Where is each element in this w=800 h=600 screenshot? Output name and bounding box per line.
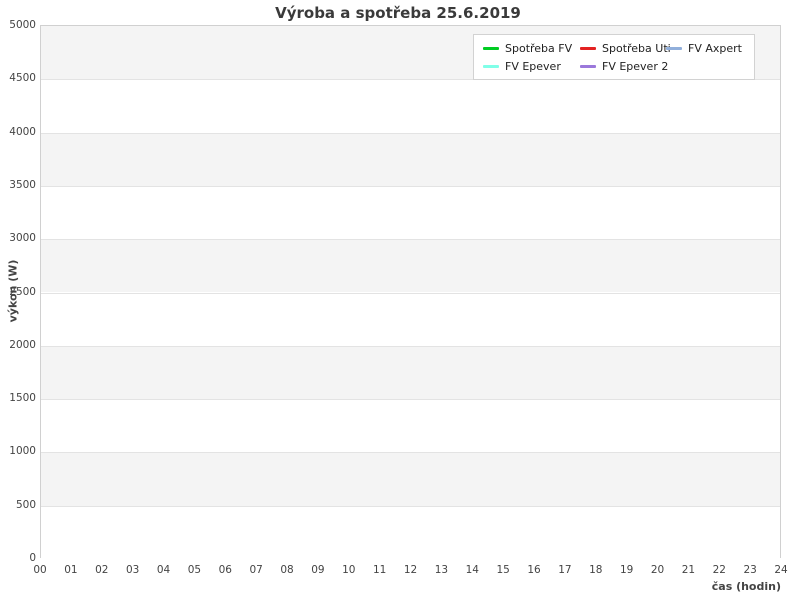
- background-band: [41, 239, 780, 293]
- legend-item-label: FV Epever 2: [602, 59, 669, 73]
- legend-item: Spotřeba FV: [483, 41, 580, 55]
- plot-area: [40, 25, 781, 559]
- legend-column: FV Axpert: [666, 41, 742, 73]
- gridline: [41, 399, 780, 400]
- gridline: [41, 79, 780, 80]
- background-band: [41, 132, 780, 186]
- background-band: [41, 185, 780, 240]
- x-tick-label: 21: [681, 564, 696, 576]
- legend-item-label: Spotřeba FV: [505, 41, 573, 55]
- background-band: [41, 452, 780, 506]
- y-tick-label: 4000: [9, 125, 36, 138]
- x-tick-label: 08: [280, 564, 294, 576]
- x-tick-label: 07: [249, 564, 263, 576]
- y-tick-label: 0: [29, 552, 36, 564]
- legend-item: FV Epever: [483, 59, 580, 73]
- y-tick-label: 4500: [9, 72, 36, 85]
- legend-item: Spotřeba Uti: [580, 41, 671, 55]
- background-band: [41, 292, 780, 346]
- legend-swatch-icon: [580, 64, 596, 68]
- x-tick-label: 16: [527, 564, 541, 576]
- y-tick-label: 500: [15, 498, 36, 511]
- x-tick-label: 12: [403, 564, 418, 576]
- background-band: [41, 505, 780, 559]
- gridline: [41, 506, 780, 507]
- gridline: [41, 186, 780, 187]
- x-tick-label: 05: [187, 564, 202, 576]
- legend-item-label: FV Axpert: [688, 41, 742, 55]
- x-tick-label: 06: [218, 564, 232, 576]
- x-tick-label: 10: [342, 564, 356, 576]
- x-tick-label: 15: [496, 564, 510, 576]
- legend-column: Spotřeba Uti FV Epever 2: [580, 41, 671, 73]
- x-tick-label: 24: [774, 564, 788, 576]
- x-tick-label: 19: [619, 564, 634, 576]
- y-tick-label: 2500: [9, 285, 36, 298]
- x-tick-label: 09: [311, 564, 325, 576]
- x-tick-label: 20: [650, 564, 665, 576]
- gridline: [41, 239, 780, 240]
- y-tick-label: 1000: [9, 445, 36, 458]
- legend-item-label: FV Epever: [505, 59, 561, 73]
- legend-swatch-icon: [483, 46, 499, 50]
- x-tick-label: 18: [589, 564, 603, 576]
- legend-swatch-icon: [666, 46, 682, 50]
- legend-column: Spotřeba FV FV Epever: [483, 41, 580, 73]
- x-tick-label: 00: [33, 564, 47, 576]
- background-band: [41, 79, 780, 133]
- gridline: [41, 346, 780, 347]
- y-tick-label: 3000: [9, 232, 36, 245]
- y-tick-label: 1500: [9, 392, 36, 405]
- legend-swatch-icon: [483, 64, 499, 68]
- x-tick-label: 22: [712, 564, 726, 576]
- x-tick-label: 17: [558, 564, 572, 576]
- x-tick-label: 14: [465, 564, 479, 576]
- x-tick-label: 04: [156, 564, 171, 576]
- background-band: [41, 345, 780, 400]
- y-tick-label: 2000: [9, 338, 36, 351]
- gridline: [41, 133, 780, 134]
- gridline: [41, 293, 780, 294]
- legend-swatch-icon: [580, 46, 596, 50]
- y-tick-label: 3500: [9, 178, 36, 191]
- y-tick-label: 5000: [9, 19, 36, 31]
- x-tick-label: 01: [64, 564, 78, 576]
- legend-item-label: Spotřeba Uti: [602, 41, 671, 55]
- x-tick-label: 03: [125, 564, 140, 576]
- legend-item: FV Epever 2: [580, 59, 669, 73]
- x-tick-label: 02: [95, 564, 109, 576]
- chart-title: Výroba a spotřeba 25.6.2019: [275, 4, 521, 22]
- x-axis-label: čas (hodin): [711, 580, 781, 593]
- legend: Spotřeba FV FV Epever Spotřeba Uti FV Epeve…: [473, 34, 755, 80]
- gridline: [41, 452, 780, 453]
- background-band: [41, 399, 780, 453]
- x-tick-label: 13: [434, 564, 449, 576]
- x-tick-label: 11: [372, 564, 387, 576]
- legend-item: FV Axpert: [666, 41, 742, 55]
- x-tick-label: 23: [743, 564, 757, 576]
